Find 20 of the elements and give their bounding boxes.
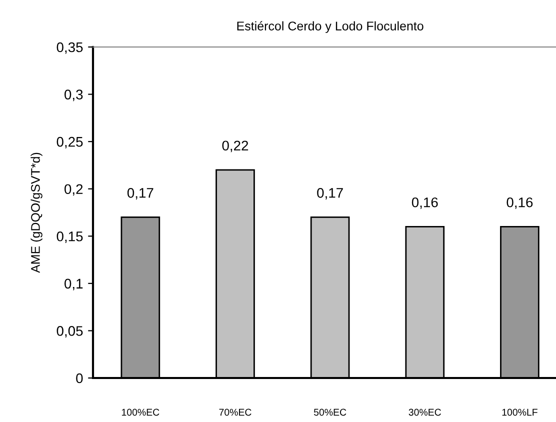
x-tick-label: 100%LF (502, 408, 538, 416)
y-tick-label: 0,3 (64, 90, 83, 102)
x-tick-label: 50%EC (314, 408, 346, 416)
y-tick-label: 0 (76, 373, 83, 384)
data-label: 0,17 (127, 188, 154, 200)
data-label: 0,16 (506, 197, 533, 209)
chart-title: Estiércol Cerdo y Lodo Floculento (237, 21, 424, 33)
y-tick-label: 0,35 (56, 42, 83, 54)
x-tick-label: 70%EC (219, 408, 252, 416)
x-tick-label: 100%EC (122, 408, 160, 416)
data-label: 0,17 (317, 188, 343, 200)
y-tick-label: 0,2 (64, 184, 83, 196)
data-label: 0,16 (412, 197, 438, 209)
y-tick-label: 0,05 (56, 326, 83, 338)
x-tick-label: 30%EC (408, 408, 441, 416)
y-tick-label: 0,25 (56, 136, 83, 148)
y-tick-label: 0,15 (56, 231, 83, 243)
data-label: 0,22 (222, 140, 248, 152)
y-axis-title: AME (gDQO/gSVT*d) (30, 152, 42, 273)
y-tick-label: 0,1 (64, 278, 83, 290)
